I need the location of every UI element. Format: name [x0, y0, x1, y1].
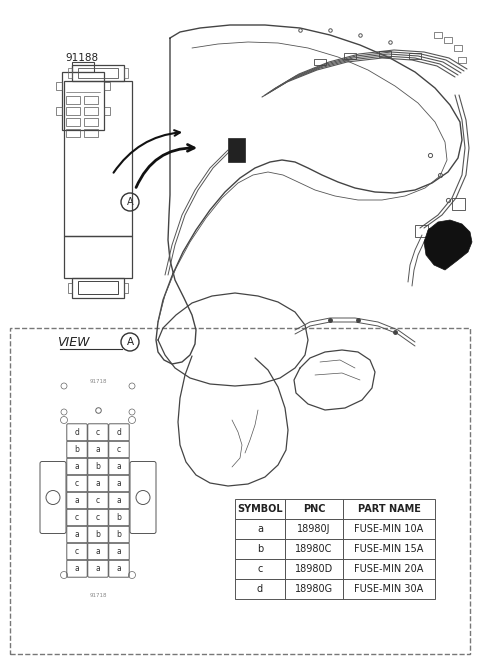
- Text: a: a: [117, 496, 121, 505]
- Bar: [285, 519, 343, 539]
- Bar: [343, 539, 435, 559]
- Text: a: a: [117, 479, 121, 488]
- Text: A: A: [126, 337, 133, 347]
- Text: FUSE-MIN 10A: FUSE-MIN 10A: [354, 524, 424, 534]
- Text: c: c: [75, 513, 79, 522]
- Text: a: a: [117, 547, 121, 556]
- Text: c: c: [75, 547, 79, 556]
- FancyArrowPatch shape: [114, 130, 180, 173]
- Bar: [235, 579, 285, 599]
- Polygon shape: [424, 220, 472, 270]
- Bar: [235, 539, 285, 559]
- Bar: [343, 559, 435, 579]
- FancyArrowPatch shape: [136, 144, 194, 188]
- Text: c: c: [75, 479, 79, 488]
- Text: FUSE-MIN 20A: FUSE-MIN 20A: [354, 564, 424, 574]
- Text: c: c: [96, 428, 100, 437]
- Polygon shape: [228, 138, 245, 162]
- Bar: [235, 559, 285, 579]
- Bar: [285, 559, 343, 579]
- Bar: [343, 519, 435, 539]
- Text: b: b: [117, 513, 121, 522]
- Text: 91188: 91188: [65, 53, 98, 63]
- Text: d: d: [257, 584, 263, 594]
- Text: c: c: [96, 496, 100, 505]
- Text: A: A: [127, 197, 133, 207]
- Text: a: a: [96, 564, 100, 573]
- Text: d: d: [117, 428, 121, 437]
- Text: a: a: [74, 496, 79, 505]
- Text: PART NAME: PART NAME: [358, 504, 420, 514]
- Text: a: a: [257, 524, 263, 534]
- Text: 91718: 91718: [89, 379, 107, 384]
- Text: FUSE-MIN 30A: FUSE-MIN 30A: [354, 584, 424, 594]
- Text: a: a: [117, 462, 121, 471]
- Text: c: c: [257, 564, 263, 574]
- Text: 18980C: 18980C: [295, 544, 333, 554]
- Text: c: c: [96, 513, 100, 522]
- Text: PNC: PNC: [303, 504, 325, 514]
- Text: b: b: [74, 445, 79, 454]
- Text: VIEW: VIEW: [58, 335, 90, 348]
- Text: b: b: [257, 544, 263, 554]
- Text: b: b: [96, 462, 100, 471]
- Text: b: b: [96, 530, 100, 539]
- Text: SYMBOL: SYMBOL: [237, 504, 283, 514]
- Text: 18980G: 18980G: [295, 584, 333, 594]
- Bar: [343, 579, 435, 599]
- Text: FUSE-MIN 15A: FUSE-MIN 15A: [354, 544, 424, 554]
- Bar: [285, 499, 343, 519]
- Text: a: a: [96, 479, 100, 488]
- Text: b: b: [117, 530, 121, 539]
- Text: d: d: [74, 428, 79, 437]
- Text: 18980D: 18980D: [295, 564, 333, 574]
- Text: 18980J: 18980J: [297, 524, 331, 534]
- Bar: [343, 499, 435, 519]
- Text: a: a: [74, 462, 79, 471]
- Bar: [235, 519, 285, 539]
- Bar: [285, 579, 343, 599]
- Text: c: c: [117, 445, 121, 454]
- Text: a: a: [74, 530, 79, 539]
- Bar: [285, 539, 343, 559]
- Text: a: a: [96, 445, 100, 454]
- Text: a: a: [96, 547, 100, 556]
- Text: 91718: 91718: [89, 593, 107, 598]
- Bar: [235, 499, 285, 519]
- Text: a: a: [74, 564, 79, 573]
- Text: a: a: [117, 564, 121, 573]
